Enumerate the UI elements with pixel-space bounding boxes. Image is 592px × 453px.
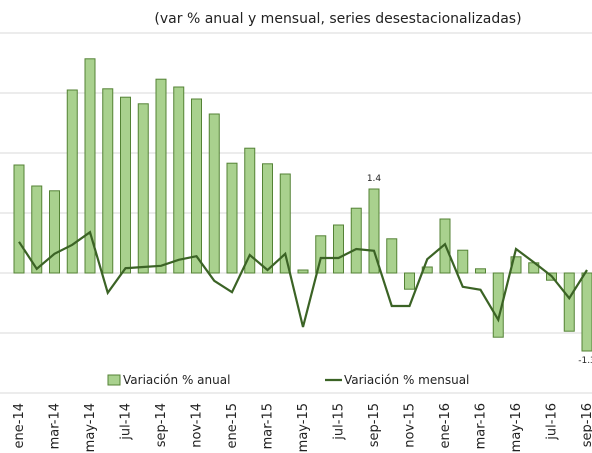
bar (297, 269, 309, 274)
bar (368, 188, 380, 274)
legend-label: Variación % anual (123, 373, 230, 387)
bar (350, 207, 362, 274)
data-label: 1.4 (367, 174, 382, 184)
bar (208, 113, 220, 274)
bar (279, 173, 291, 274)
x-tick-label: jul-14 (119, 403, 134, 441)
bar (315, 235, 327, 274)
bar (226, 162, 238, 274)
x-tick-label: mar-16 (474, 403, 489, 449)
bar (492, 272, 504, 338)
legend-label: Variación % mensual (344, 373, 469, 387)
bar (84, 58, 96, 274)
x-tick-label: may-14 (83, 403, 98, 452)
x-tick-label: may-16 (509, 403, 524, 452)
bar (333, 224, 344, 274)
bar (404, 272, 415, 290)
x-tick-label: nov-15 (403, 403, 418, 448)
chart-subtitle: (var % anual y mensual, series desestaci… (154, 11, 521, 27)
bar (155, 78, 167, 274)
bar (49, 190, 60, 274)
x-tick-label: ene-16 (438, 403, 453, 448)
bar (66, 89, 78, 274)
bar (244, 147, 256, 274)
bar (563, 272, 575, 332)
x-tick-label: jul-16 (545, 403, 560, 441)
x-tick-label: mar-14 (48, 403, 63, 449)
x-tick-label: sep-15 (367, 403, 382, 447)
bar (102, 88, 114, 274)
x-tick-label: sep-14 (154, 403, 169, 447)
x-tick-label: ene-15 (225, 403, 240, 448)
bar (581, 272, 592, 352)
x-tick-label: nov-14 (190, 403, 205, 448)
x-tick-label: sep-16 (580, 403, 592, 447)
bar (475, 268, 486, 274)
bar (137, 103, 149, 274)
bar (173, 86, 185, 274)
bar (31, 185, 43, 274)
x-tick-label: ene-14 (12, 403, 27, 448)
bar (262, 163, 273, 274)
bar (120, 96, 131, 274)
bar (386, 238, 398, 274)
x-tick-label: jul-15 (332, 403, 347, 441)
line (18, 230, 588, 328)
data-label: -1.3 (578, 356, 592, 366)
x-tick-label: may-15 (296, 403, 311, 452)
x-tick-label: mar-15 (261, 403, 276, 449)
bar (457, 249, 469, 274)
legend-swatch (107, 374, 121, 386)
bar (191, 98, 202, 274)
bar (13, 164, 25, 274)
